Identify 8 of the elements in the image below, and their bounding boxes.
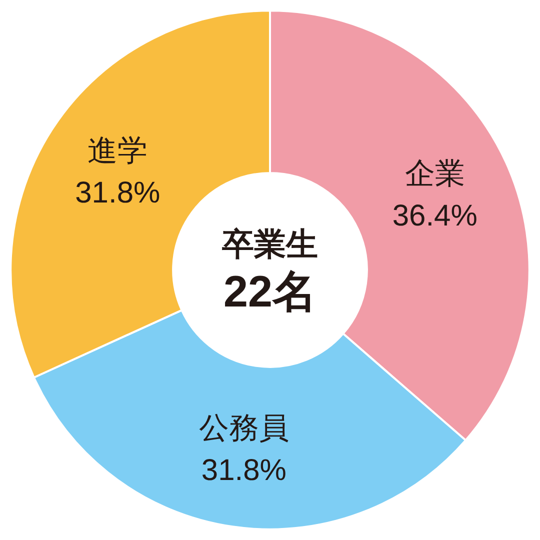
text: 22名 [224,268,316,316]
slice-label: 進学 [88,134,148,168]
data-label: 36.4% [392,199,478,232]
text: 卒業生 [221,226,318,262]
slice-label: 公務員 [198,412,289,445]
slice-label: 企業 [404,157,465,190]
data-label: 31.8% [201,454,286,487]
data-label: 31.8% [75,176,160,210]
